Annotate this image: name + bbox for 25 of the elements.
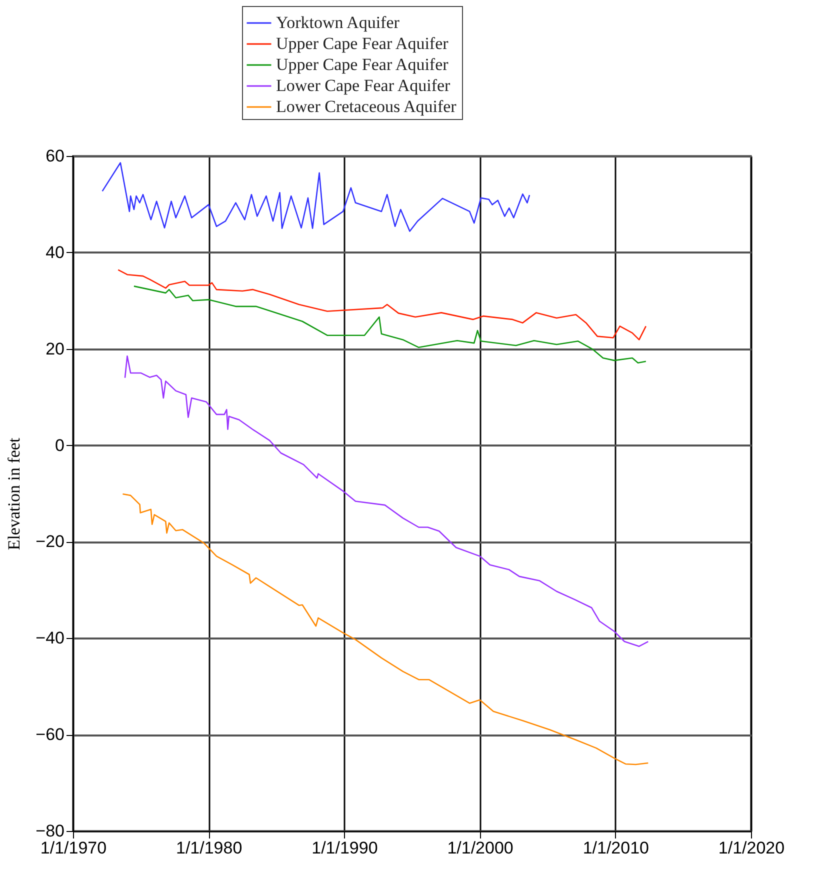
y-tick-label: −80 — [36, 822, 64, 840]
x-tick-label: 1/1/1970 — [40, 838, 107, 858]
y-tick-label: −60 — [36, 725, 64, 744]
y-tick-label: −20 — [36, 532, 64, 552]
legend-label: Upper Cape Fear Aquifer — [276, 34, 449, 53]
x-tick-label: 1/1/2000 — [447, 838, 514, 858]
y-tick-label: 20 — [46, 339, 64, 358]
x-tick-label: 1/1/1990 — [312, 838, 378, 858]
y-tick-label: 0 — [55, 436, 64, 455]
x-tick-label: 1/1/2010 — [582, 838, 650, 858]
y-tick-label: 60 — [46, 146, 64, 166]
line-series — [117, 269, 647, 340]
line-series — [133, 286, 647, 364]
y-axis-title: Elevation in feet — [4, 438, 24, 550]
y-tick-label: 40 — [46, 242, 64, 262]
x-tick-label: 1/1/2020 — [718, 838, 785, 858]
y-tick-label: −40 — [36, 628, 64, 648]
line-series — [102, 162, 530, 232]
legend-label: Lower Cape Fear Aquifer — [276, 76, 451, 95]
line-series — [124, 355, 649, 647]
legend-label: Lower Cretaceous Aquifer — [276, 97, 457, 116]
x-tick-label: 1/1/1980 — [176, 838, 242, 858]
line-series — [122, 493, 649, 766]
legend-label: Upper Cape Fear Aquifer — [276, 55, 449, 74]
legend-label: Yorktown Aquifer — [276, 13, 400, 32]
